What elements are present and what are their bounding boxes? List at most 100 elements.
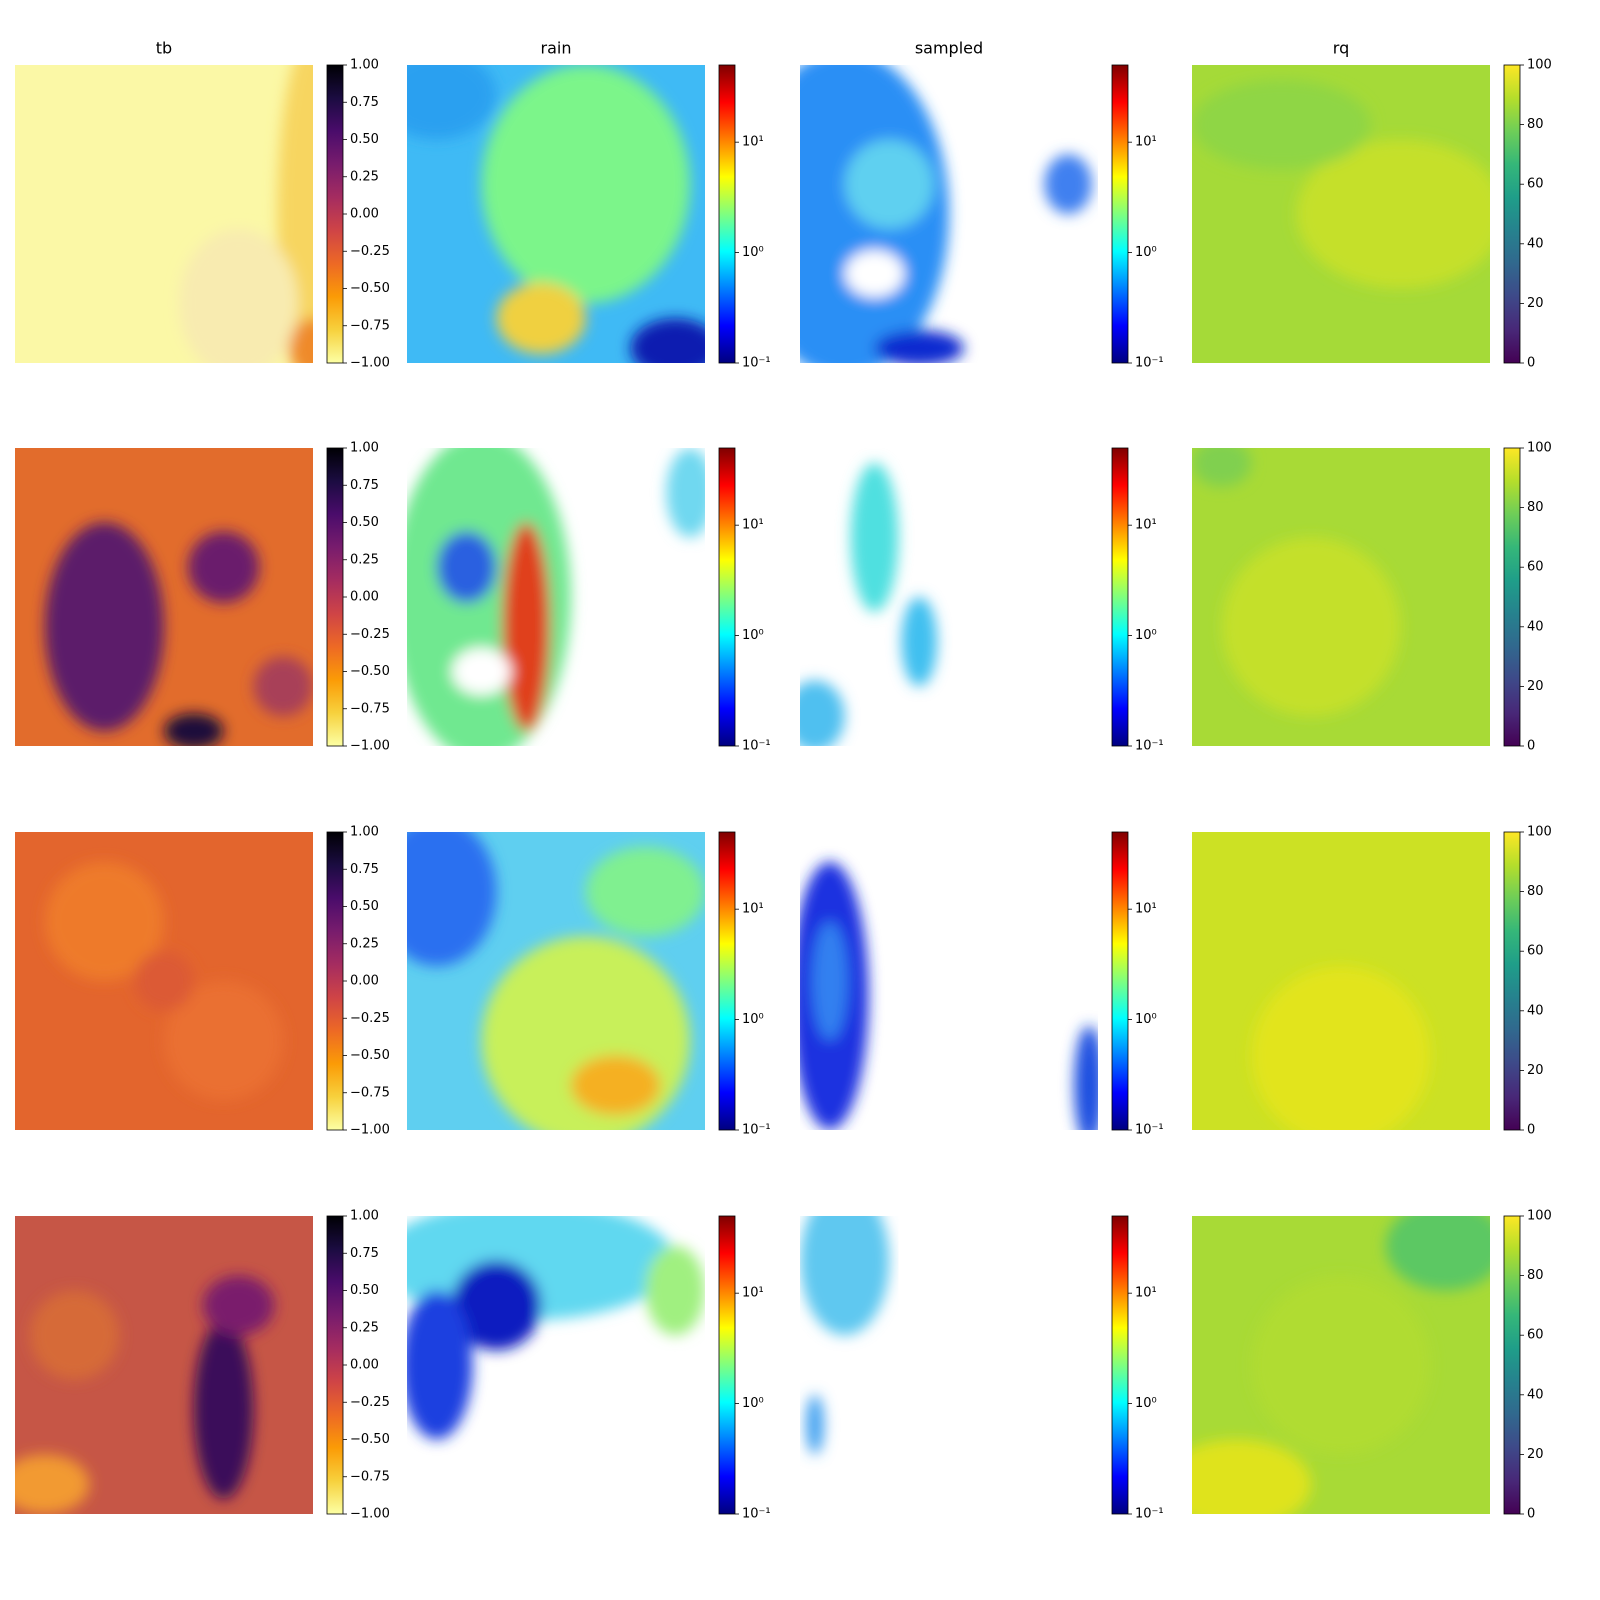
colorbar-tick-label: −1.00	[350, 1507, 390, 1522]
image-region	[585, 846, 705, 937]
colorbar-tick-label: 0.50	[350, 515, 379, 530]
colorbar-tick-label: 0.50	[350, 899, 379, 914]
colorbar-tick-label: 100	[1527, 825, 1552, 840]
colorbar-tick-label: 0.00	[350, 590, 379, 605]
image-region	[436, 531, 497, 603]
colorbar-tick-label: 0.00	[350, 207, 379, 222]
heatmap-image	[407, 832, 705, 1130]
colorbar	[718, 64, 736, 364]
image-region	[844, 249, 905, 298]
colorbar-tick-label: −0.50	[350, 1432, 390, 1447]
image-region	[451, 647, 512, 696]
colorbar-tick-label: 10¹	[1135, 135, 1157, 150]
image-region	[1192, 448, 1252, 487]
image-region	[1044, 154, 1093, 214]
image-region	[29, 1290, 120, 1380]
colorbar-tick-label: 40	[1527, 1387, 1544, 1402]
image-texture	[407, 1216, 705, 1440]
image-region	[1221, 537, 1401, 717]
image-background	[800, 448, 1098, 746]
image-region	[666, 448, 705, 538]
image-region	[202, 1275, 275, 1336]
colorbar	[326, 64, 344, 364]
colorbar-tick-label: 80	[1527, 500, 1544, 515]
colorbar-tick-label: 10⁰	[1135, 1396, 1157, 1411]
colorbar	[1111, 64, 1129, 364]
colorbar-tick-label: 80	[1527, 117, 1544, 132]
colorbar-tick-label: 0.75	[350, 95, 379, 110]
colorbar-tick-label: 60	[1527, 1328, 1544, 1343]
heatmap-image	[800, 65, 1098, 363]
image-texture	[800, 861, 1098, 1130]
heatmap-image	[1192, 832, 1490, 1130]
image-region	[874, 330, 964, 363]
colorbar-tick-label: 10⁰	[742, 1396, 764, 1411]
colorbar	[718, 831, 736, 1131]
colorbar-tick-label: 10⁻¹	[1135, 1123, 1164, 1138]
colorbar-tick-label: 10⁰	[742, 1012, 764, 1027]
colorbar-tick-label: 0.25	[350, 1320, 379, 1335]
heatmap-image	[1192, 1216, 1490, 1514]
image-texture	[800, 1216, 890, 1455]
image-region	[496, 282, 586, 355]
colorbar-tick-label: 100	[1527, 58, 1552, 73]
colorbar-tick-label: 10⁻¹	[742, 356, 771, 371]
image-texture	[178, 65, 313, 363]
colorbar-tick-label: −0.25	[350, 244, 390, 259]
colorbar-tick-label: −0.25	[350, 627, 390, 642]
colorbar	[1503, 447, 1521, 747]
image-texture	[1192, 1216, 1490, 1514]
colorbar	[1111, 1215, 1129, 1515]
colorbar-tick-label: 40	[1527, 619, 1544, 634]
colorbar-tick-label: 1.00	[350, 825, 379, 840]
colorbar-tick-label: 0.75	[350, 478, 379, 493]
image-region	[1251, 1275, 1431, 1455]
colorbar-tick-label: −0.75	[350, 1469, 390, 1484]
image-texture	[44, 861, 284, 1101]
image-region	[811, 921, 848, 1041]
image-region	[193, 1320, 254, 1500]
colorbar-tick-label: 20	[1527, 1447, 1544, 1462]
colorbar	[326, 831, 344, 1131]
colorbar-tick-label: −0.50	[350, 281, 390, 296]
colorbar-tick-label: 10⁻¹	[742, 1123, 771, 1138]
colorbar-tick-label: 20	[1527, 296, 1544, 311]
colorbar-tick-label: −1.00	[350, 739, 390, 754]
image-texture	[44, 522, 313, 746]
image-texture	[800, 65, 1093, 363]
colorbar-tick-label: 1.00	[350, 58, 379, 73]
image-region	[164, 713, 224, 746]
colorbar-tick-label: −1.00	[350, 356, 390, 371]
heatmap-image	[800, 1216, 1098, 1514]
heatmap-image	[407, 448, 705, 746]
colorbar-tick-label: 10¹	[742, 902, 764, 917]
image-region	[407, 832, 497, 967]
image-region	[407, 1290, 473, 1440]
heatmap-image	[1192, 65, 1490, 363]
colorbar-tick-label: 0	[1527, 1123, 1535, 1138]
image-region	[481, 65, 691, 304]
colorbar-tick-label: −1.00	[350, 1123, 390, 1138]
colorbar-tick-label: 10⁰	[742, 628, 764, 643]
colorbar-tick-label: 40	[1527, 236, 1544, 251]
image-region	[134, 951, 194, 1011]
image-region	[645, 1245, 705, 1336]
colorbar-tick-label: 0.75	[350, 1246, 379, 1261]
colorbar	[326, 1215, 344, 1515]
colorbar-tick-label: 0.50	[350, 1283, 379, 1298]
colorbar-tick-label: 80	[1527, 884, 1544, 899]
colorbar-tick-label: 0.00	[350, 1358, 379, 1373]
colorbar	[1111, 447, 1129, 747]
colorbar-tick-label: −0.25	[350, 1395, 390, 1410]
image-texture	[15, 1275, 275, 1514]
image-texture	[1192, 448, 1401, 717]
colorbar-tick-label: 10⁰	[1135, 245, 1157, 260]
colorbar-tick-label: −0.25	[350, 1011, 390, 1026]
colorbar	[718, 447, 736, 747]
colorbar-tick-label: 10⁻¹	[742, 1507, 771, 1522]
image-region	[451, 1260, 542, 1351]
colorbar-tick-label: 0	[1527, 356, 1535, 371]
image-region	[1192, 79, 1371, 170]
image-region	[844, 139, 935, 229]
colorbar-tick-label: −0.50	[350, 1048, 390, 1063]
